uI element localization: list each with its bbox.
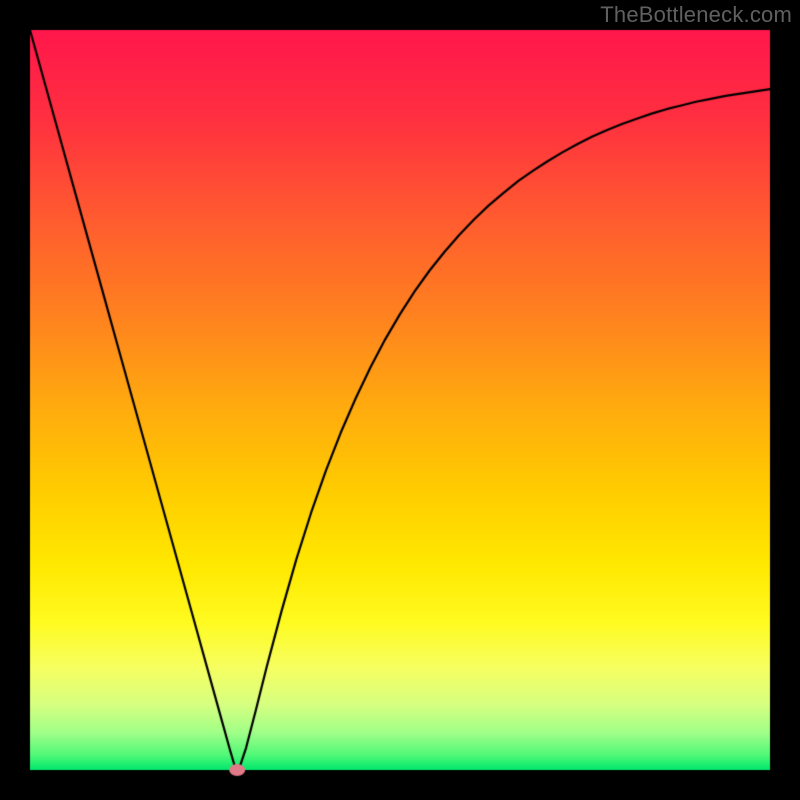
bottleneck-curve-chart — [0, 0, 800, 800]
watermark-text: TheBottleneck.com — [600, 2, 792, 28]
chart-container: TheBottleneck.com — [0, 0, 800, 800]
